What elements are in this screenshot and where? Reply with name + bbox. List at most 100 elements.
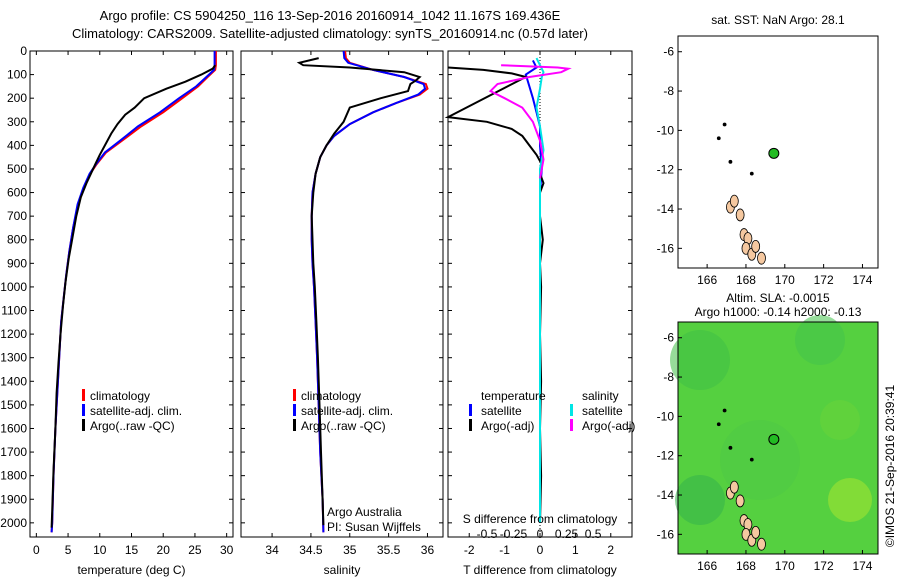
island	[728, 445, 733, 450]
y-tick-label: 1400	[0, 374, 27, 388]
island	[735, 208, 745, 222]
island	[728, 159, 733, 164]
map-x-tick-label: 168	[736, 273, 756, 287]
map-x-tick-label: 166	[697, 273, 717, 287]
y-tick-label: 1000	[0, 280, 27, 294]
map-y-tick-label: -14	[657, 202, 675, 216]
y-tick-label: 1900	[0, 492, 27, 506]
x-tick-label: 10	[93, 543, 107, 557]
x-axis-label: salinity	[324, 563, 361, 577]
map-x-tick-label: 174	[852, 559, 872, 573]
sla-map-title-1: Altim. SLA: -0.0015	[726, 291, 830, 305]
x-axis-label: T difference from climatology	[463, 563, 617, 577]
annotation-text: Argo Australia	[327, 505, 402, 519]
x-axis-label: temperature (deg C)	[77, 563, 185, 577]
argo-position-marker	[768, 147, 780, 159]
series-line-salinity-argo-adj-	[488, 64, 572, 179]
y-tick-label: 400	[7, 138, 27, 152]
map-x-tick-label: 170	[775, 559, 795, 573]
map-frame-sst-map	[677, 35, 879, 269]
island	[749, 457, 754, 462]
island	[757, 251, 766, 265]
map-y-tick-label: -16	[657, 241, 675, 255]
y-tick-label: 800	[7, 233, 27, 247]
legend-swatch	[469, 419, 472, 431]
x-tick-label-top: -0.25	[500, 527, 528, 541]
map-x-tick-label: 168	[736, 559, 756, 573]
legend-swatch	[570, 404, 573, 416]
legend-entry: Argo(-adj)	[481, 419, 534, 433]
y-tick-label: 1800	[0, 469, 27, 483]
x-tick-label-top: -0.5	[477, 527, 498, 541]
x-tick-label: 0	[33, 543, 40, 557]
legend-entry: climatology	[301, 389, 361, 403]
map-x-tick-label: 174	[852, 273, 872, 287]
y-tick-label: 600	[7, 186, 27, 200]
x-tick-label: 34	[265, 543, 279, 557]
legend-entry: satellite	[481, 404, 522, 418]
x-axis-label-top: S difference from climatology	[463, 512, 618, 526]
legend-swatch	[82, 404, 85, 416]
sla-anomaly-patch	[670, 330, 730, 390]
map-x-tick-label: 166	[697, 559, 717, 573]
x-tick-label-top: 0	[537, 527, 544, 541]
legend-swatch	[570, 419, 573, 431]
sla-anomaly-patch	[675, 475, 725, 525]
legend-entry: Argo(-adj)	[582, 419, 635, 433]
title-line-2: Climatology: CARS2009. Satellite-adjuste…	[72, 26, 588, 41]
side-stamp: ©IMOS 21-Sep-2016 20:39:41	[883, 385, 897, 548]
x-tick-label: 15	[125, 543, 139, 557]
y-tick-label: 1600	[0, 421, 27, 435]
map-y-tick-label: -12	[657, 163, 675, 177]
y-tick-label: 1200	[0, 327, 27, 341]
x-tick-label: 36	[421, 543, 435, 557]
island	[716, 136, 721, 141]
x-tick-label: 5	[65, 543, 72, 557]
y-tick-label: 200	[7, 91, 27, 105]
y-tick-label: 0	[20, 44, 27, 58]
legend-swatch	[82, 419, 85, 431]
annotation-text: PI: Susan Wijffels	[327, 520, 421, 534]
series-line-argo-raw-qc-	[296, 57, 422, 526]
sla-anomaly-patch	[828, 478, 872, 522]
series-line-salinity-satellite	[535, 57, 545, 523]
x-tick-label: 35	[343, 543, 357, 557]
legend-entry: satellite-adj. clim.	[301, 404, 393, 418]
map-y-tick-label: -10	[657, 123, 675, 137]
legend-entry: satellite	[582, 404, 623, 418]
y-tick-label: 900	[7, 256, 27, 270]
legend-entry: Argo(..raw -QC)	[90, 419, 175, 433]
map-x-tick-label: 172	[814, 273, 834, 287]
island	[722, 122, 727, 127]
y-tick-label: 700	[7, 209, 27, 223]
legend-entry: satellite-adj. clim.	[90, 404, 182, 418]
legend-swatch	[469, 404, 472, 416]
x-tick-label: 0	[537, 543, 544, 557]
map-y-tick-label: -6	[663, 45, 674, 59]
y-tick-label: 500	[7, 162, 27, 176]
legend-swatch	[293, 404, 296, 416]
series-line-argo-raw-qc-	[50, 64, 217, 528]
y-tick-label: 1700	[0, 445, 27, 459]
island	[751, 239, 761, 253]
island	[751, 525, 761, 539]
island	[729, 194, 739, 208]
sla-anomaly-patch	[795, 315, 845, 365]
y-tick-label: 300	[7, 115, 27, 129]
x-tick-label: -1	[499, 543, 510, 557]
x-tick-label: 20	[157, 543, 171, 557]
title-line-1: Argo profile: CS 5904250_116 13-Sep-2016…	[99, 8, 561, 23]
map-y-tick-label: -6	[663, 331, 674, 345]
legend-swatch	[293, 419, 296, 431]
sla-anomaly-patch	[820, 400, 860, 440]
x-tick-label: 25	[188, 543, 202, 557]
map-y-tick-label: -8	[663, 370, 674, 384]
argo-position-marker	[768, 433, 780, 445]
x-tick-label: 35.5	[377, 543, 401, 557]
legend-swatch	[82, 389, 85, 401]
y-tick-label: 1300	[0, 351, 27, 365]
legend-title: salinity	[582, 389, 619, 403]
map-x-tick-label: 170	[775, 273, 795, 287]
x-tick-label: 2	[607, 543, 614, 557]
